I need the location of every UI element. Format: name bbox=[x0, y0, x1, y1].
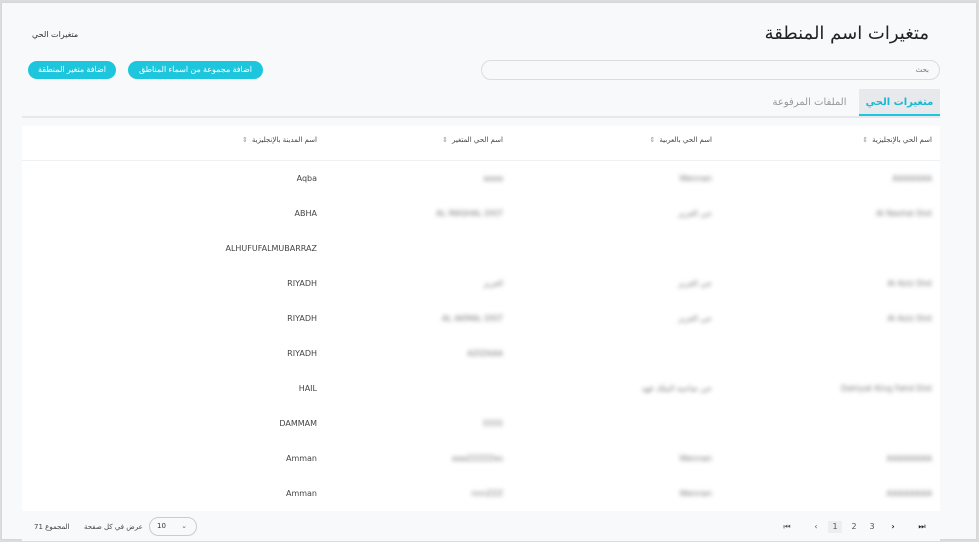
table-cell: Al Aziz Dist bbox=[887, 314, 932, 323]
add-group-button[interactable]: اضافة مجموعة من اسماء المناطق bbox=[128, 61, 263, 79]
table-cell: ABHA bbox=[294, 209, 317, 218]
search-input[interactable] bbox=[481, 60, 940, 80]
table-cell: حي العزيز bbox=[678, 279, 712, 288]
sort-icon[interactable]: ⇕ bbox=[649, 136, 656, 144]
sort-icon[interactable]: ⇕ bbox=[242, 136, 248, 144]
table-row[interactable]: AAAAAAAA Wennan nnnZZZ Amman bbox=[22, 481, 940, 506]
page-1[interactable]: 1 bbox=[828, 521, 842, 533]
table-row[interactable]: 5555 DAMMAM bbox=[22, 411, 940, 436]
table-cell: حي العزيز bbox=[678, 314, 712, 323]
table-row[interactable]: AZIZAAA RIYADH bbox=[22, 341, 940, 366]
column-label: اسم الحي المتغير bbox=[452, 136, 503, 144]
data-table: اسم الحي بالإنجليزية⇕ اسم الحي بالعربية⇕… bbox=[22, 126, 940, 511]
sort-icon[interactable]: ⇕ bbox=[862, 136, 869, 144]
table-row[interactable]: Dahiyat King Fahd Dist حي ضاحية الملك فهد… bbox=[22, 376, 940, 401]
breadcrumb[interactable]: متغيرات الحي bbox=[32, 30, 79, 39]
table-cell: AAAAAAA bbox=[892, 174, 932, 183]
column-header-variant-name[interactable]: اسم الحي المتغير⇕ bbox=[442, 136, 503, 144]
chevron-down-icon: ⌄ bbox=[181, 522, 187, 530]
next-page-icon[interactable]: › bbox=[891, 522, 895, 531]
table-row[interactable]: Al Nashal Dist حي العزيز AL MASHAL DIST ABH… bbox=[22, 201, 940, 226]
column-header-english-name[interactable]: اسم الحي بالإنجليزية⇕ bbox=[862, 136, 932, 144]
table-cell: aaaa bbox=[483, 174, 503, 183]
per-page-select[interactable]: 10 ⌄ bbox=[149, 517, 197, 536]
table-cell: aaaZZZZZes bbox=[451, 454, 503, 463]
tab-divider bbox=[22, 116, 940, 118]
table-cell: nnnZZZ bbox=[471, 489, 503, 498]
table-cell: Aqba bbox=[296, 174, 317, 183]
table-cell: DAMMAM bbox=[279, 419, 317, 428]
table-footer: المجموع 71 عرض في كل صفحة 10 ⌄ ⏮ ‹ 1 2 3 … bbox=[22, 511, 940, 541]
page-title: متغيرات اسم المنطقة bbox=[764, 23, 929, 44]
table-cell: Dahiyat King Fahd Dist bbox=[841, 384, 932, 393]
table-cell: Al Aziz Dist bbox=[887, 279, 932, 288]
tab-neighborhood-variables[interactable]: متغيرات الحي bbox=[859, 89, 940, 116]
table-row[interactable]: Al Aziz Dist حي العزيز العزيز RIYADH bbox=[22, 271, 940, 296]
table-cell: Wennan bbox=[679, 174, 712, 183]
per-page-value: 10 bbox=[157, 522, 166, 530]
table-cell: RIYADH bbox=[287, 279, 317, 288]
column-label: اسم المدينة بالإنجليزية bbox=[251, 136, 317, 144]
table-cell: Wennan bbox=[679, 489, 712, 498]
table-cell: Amman bbox=[285, 454, 317, 463]
table-cell: حي العزيز bbox=[678, 209, 712, 218]
page-2[interactable]: 2 bbox=[851, 522, 857, 531]
table-cell: RIYADH bbox=[287, 314, 317, 323]
table-cell: Wennan bbox=[679, 454, 712, 463]
page-3[interactable]: 3 bbox=[869, 522, 875, 531]
table-cell: 5555 bbox=[482, 419, 503, 428]
column-label: اسم الحي بالعربية bbox=[659, 136, 712, 144]
sort-icon[interactable]: ⇕ bbox=[442, 136, 449, 144]
total-count: المجموع 71 bbox=[34, 523, 70, 531]
table-cell: AAAAAAAA bbox=[886, 454, 932, 463]
table-cell: حي ضاحية الملك فهد bbox=[641, 384, 712, 393]
table-cell: AL AKMAL DIST bbox=[441, 314, 503, 323]
table-cell: AL MASHAL DIST bbox=[436, 209, 503, 218]
per-page-label: عرض في كل صفحة bbox=[84, 523, 143, 531]
table-cell: AAAAAAAA bbox=[886, 489, 932, 498]
table-cell: العزيز bbox=[483, 279, 503, 288]
table-row[interactable]: ALHUFUFALMUBARRAZ bbox=[22, 236, 940, 261]
table-row[interactable]: AAAAAAA Wennan aaaa Aqba bbox=[22, 166, 940, 191]
table-cell: Amman bbox=[285, 489, 317, 498]
table-cell: HAIL bbox=[298, 384, 317, 393]
table-cell: RIYADH bbox=[287, 349, 317, 358]
table-cell: ALHUFUFALMUBARRAZ bbox=[225, 244, 317, 253]
column-header-city-name[interactable]: اسم المدينة بالإنجليزية⇕ bbox=[242, 136, 317, 144]
first-page-icon[interactable]: ⏮ bbox=[783, 522, 791, 531]
column-header-arabic-name[interactable]: اسم الحي بالعربية⇕ bbox=[650, 136, 713, 144]
add-variable-button[interactable]: اضافة متغير المنطقة bbox=[28, 61, 116, 79]
tab-uploaded-files[interactable]: الملفات المرفوعة bbox=[772, 97, 847, 108]
table-row[interactable]: AAAAAAAA Wennan aaaZZZZZes Amman bbox=[22, 446, 940, 471]
last-page-icon[interactable]: ⏭ bbox=[918, 522, 926, 531]
column-label: اسم الحي بالإنجليزية bbox=[872, 136, 932, 144]
table-cell: Al Nashal Dist bbox=[876, 209, 932, 218]
table-row[interactable]: Al Aziz Dist حي العزيز AL AKMAL DIST RIYADH bbox=[22, 306, 940, 331]
header-divider bbox=[22, 160, 940, 161]
prev-page-icon[interactable]: ‹ bbox=[814, 522, 818, 531]
table-cell: AZIZAAA bbox=[467, 349, 503, 358]
